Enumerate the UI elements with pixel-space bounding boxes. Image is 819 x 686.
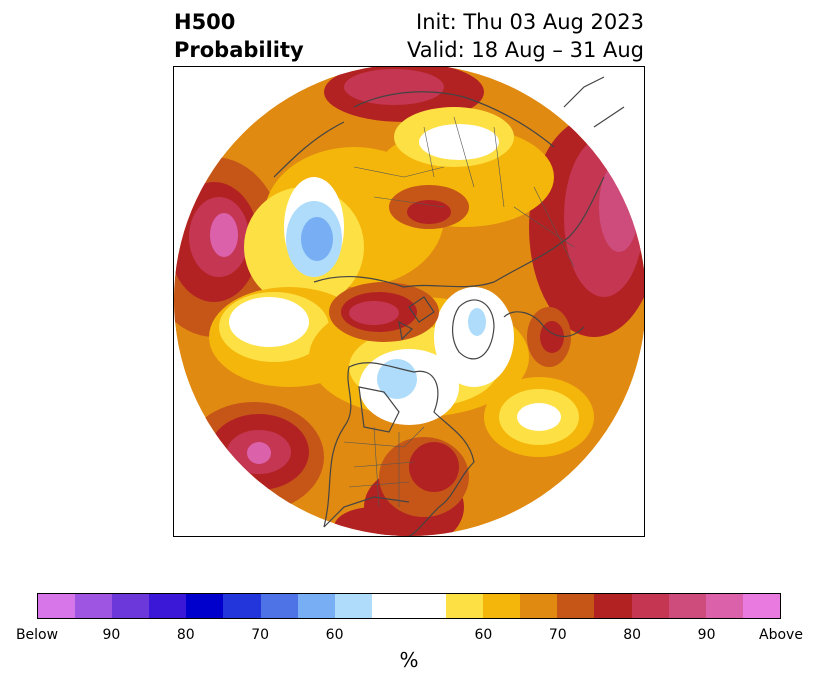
colorbar-tick-label: 80 [176, 627, 195, 643]
asia-southern-coast [353, 91, 555, 148]
below-normal-greenland [468, 308, 486, 336]
zone-greenland-white [434, 287, 514, 387]
colorbar-segment [520, 594, 558, 618]
zone-ne-white [419, 124, 499, 160]
colorbar-tick-label: Above [759, 627, 803, 643]
arctic-coast-siberia [313, 275, 495, 288]
colorbar-segment [408, 594, 447, 618]
colorbar-tick-label: 60 [474, 627, 493, 643]
colorbar-segment [705, 594, 743, 618]
zone-west-white [229, 297, 309, 347]
north-america-coast [323, 362, 475, 536]
chart-title-block: H500 Probability [174, 8, 304, 64]
colorbar-segment [371, 594, 409, 618]
colorbar-segment [38, 594, 76, 618]
zone-atlantic-white [517, 403, 561, 431]
political-borders [343, 116, 575, 508]
map-panel [173, 66, 645, 537]
init-date-label: Init: Thu 03 Aug 2023 [416, 10, 644, 34]
africa-horn [563, 76, 625, 128]
eurasia-borders [423, 116, 575, 268]
us-southern-border [323, 496, 410, 528]
variable-label: H500 [174, 10, 236, 34]
scandinavia-coast [503, 311, 585, 337]
valid-date-label: Valid: 18 Aug – 31 Aug [406, 38, 644, 62]
anomaly-eurasia-core [407, 200, 451, 224]
colorbar-unit-label: % [399, 648, 419, 672]
colorbar-segment [446, 594, 484, 618]
anomaly-polar-core [349, 301, 399, 325]
probability-colorbar [37, 593, 781, 619]
below-normal-canada [377, 359, 417, 399]
product-label: Probability [174, 38, 304, 62]
colorbar-segment [594, 594, 632, 618]
colorbar-tick-label: 80 [623, 627, 642, 643]
colorbar-segment [297, 594, 335, 618]
colorbar-tick-label: 70 [548, 627, 567, 643]
colorbar-segment [334, 594, 372, 618]
colorbar-segment [186, 594, 224, 618]
greenland-coast [452, 299, 495, 360]
arctic-coast-europe [493, 176, 605, 283]
probability-field [174, 67, 644, 536]
anomaly-east-peak [599, 162, 639, 252]
us-state-lines [343, 426, 425, 508]
polar-map [174, 67, 644, 536]
colorbar-segment [75, 594, 113, 618]
colorbar-segment [631, 594, 669, 618]
colorbar-tick-label: 70 [251, 627, 270, 643]
colorbar-segment [483, 594, 521, 618]
arctic-island-2 [398, 320, 413, 341]
colorbar-segment [742, 594, 780, 618]
colorbar-segment [149, 594, 187, 618]
colorbar-tick-label: 60 [325, 627, 344, 643]
colorbar-segment [112, 594, 150, 618]
anomaly-south-core [334, 507, 414, 536]
arctic-island-1 [408, 296, 435, 323]
anomaly-us-east-core [409, 442, 459, 492]
colorbar-tick-label: Below [15, 627, 59, 643]
date-block: Init: Thu 03 Aug 2023 Valid: 18 Aug – 31… [407, 8, 644, 64]
anomaly-sw-peak [247, 442, 271, 464]
asia-east-coast [273, 121, 345, 178]
colorbar-segment [260, 594, 298, 618]
colorbar-tick-label: 90 [102, 627, 121, 643]
colorbar-tick-label: 90 [697, 627, 716, 643]
asia-borders [353, 166, 445, 208]
anomaly-north-core [344, 69, 444, 105]
coastlines [273, 76, 625, 536]
hudson-bay [358, 386, 400, 433]
anomaly-west-pacific-peak [210, 213, 238, 257]
colorbar-segment [223, 594, 261, 618]
colorbar-segment [668, 594, 706, 618]
below-normal-siberia-core [301, 217, 333, 261]
colorbar-segment [557, 594, 595, 618]
